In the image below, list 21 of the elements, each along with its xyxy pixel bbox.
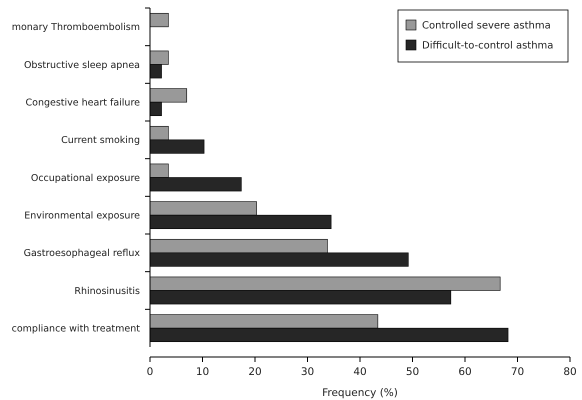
x-tick-label: 40 bbox=[353, 366, 367, 378]
x-tick-label: 70 bbox=[510, 366, 524, 378]
x-axis-title: Frequency (%) bbox=[322, 387, 398, 399]
y-tick-label: Current smoking bbox=[61, 135, 140, 146]
x-tick-label: 30 bbox=[300, 366, 314, 378]
x-tick-label: 10 bbox=[196, 366, 210, 378]
y-tick-label: compliance with treatment bbox=[12, 323, 140, 334]
x-tick-label: 50 bbox=[406, 366, 420, 378]
y-tick-label: Obstructive sleep apnea bbox=[24, 60, 140, 71]
y-tick-label: Environmental exposure bbox=[24, 210, 140, 222]
y-tick-label: Congestive heart failure bbox=[26, 97, 140, 108]
y-tick-label: Rhinosinusitis bbox=[74, 286, 140, 297]
y-tick-label: Occupational exposure bbox=[30, 172, 140, 184]
x-tick-label: 0 bbox=[146, 366, 154, 378]
y-tick-label: monary Thromboembolism bbox=[12, 22, 140, 34]
y-tick-label: Gastroesophageal reflux bbox=[24, 248, 140, 260]
legend-label: Controlled severe asthma bbox=[422, 20, 551, 32]
x-tick-label: 20 bbox=[248, 366, 262, 378]
x-tick-label: 60 bbox=[458, 366, 472, 378]
x-tick-label: 80 bbox=[563, 366, 577, 378]
legend-label: Difficult-to-control asthma bbox=[422, 40, 554, 52]
